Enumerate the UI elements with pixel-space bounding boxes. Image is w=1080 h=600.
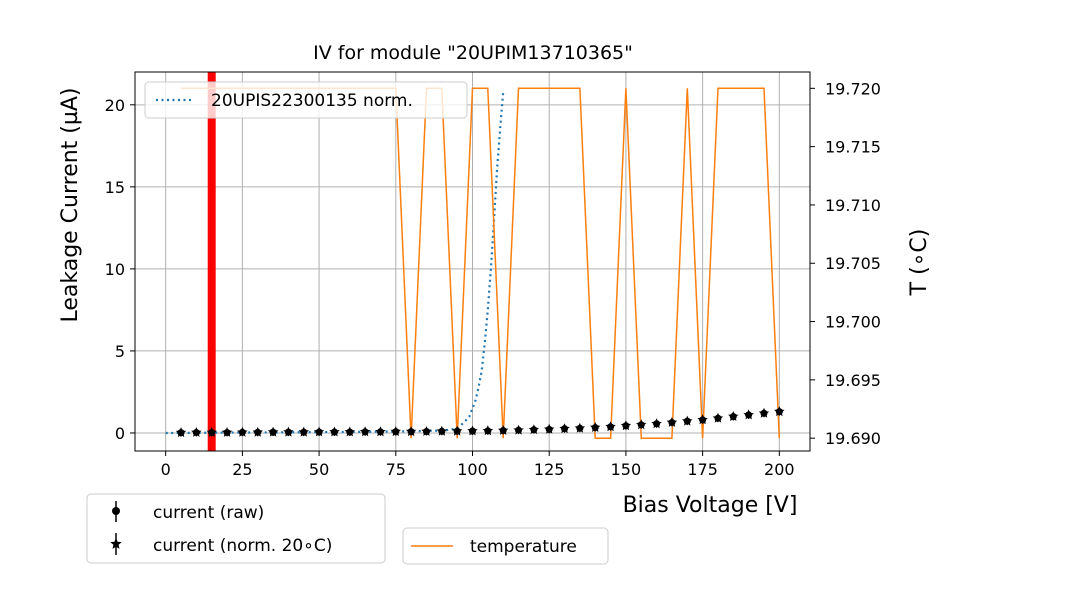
y-tick-label: 0 [115, 424, 125, 443]
y2-tick-label: 19.710 [825, 196, 881, 215]
current-norm-point [375, 426, 386, 437]
x-tick-label: 150 [611, 460, 642, 479]
current-norm-point [697, 414, 708, 425]
current-norm-point [605, 421, 616, 432]
legend-temperature-box [402, 527, 609, 565]
legend-raw-marker [112, 507, 120, 515]
y2-tick-label: 19.690 [825, 429, 881, 448]
current-norm-point [728, 411, 739, 421]
current-series [175, 406, 785, 438]
current-norm-point [237, 426, 248, 437]
current-norm-point [267, 426, 279, 437]
legend-temperature-label: temperature [470, 537, 577, 557]
y-axis-left: 0 5 10 15 20 [105, 96, 135, 443]
current-norm-point [344, 426, 355, 437]
y-tick-label: 15 [105, 178, 125, 197]
current-norm-point [436, 425, 447, 436]
current-norm-point [175, 427, 187, 438]
y-tick-label: 10 [105, 260, 125, 279]
x-tick-label: 0 [161, 460, 171, 479]
current-norm-point [421, 426, 432, 436]
y2-tick-label: 19.700 [825, 313, 881, 332]
left-axis-series [165, 72, 505, 451]
current-norm-point [651, 418, 662, 429]
legend-current: current (raw) current (norm. 20∘C) [86, 493, 386, 564]
current-norm-point [252, 426, 263, 437]
x-axis: 0 25 50 75 100 125 150 175 200 [161, 451, 795, 479]
current-norm-point [390, 426, 401, 437]
x-tick-label: 100 [457, 460, 488, 479]
x-tick-label: 125 [534, 460, 565, 479]
norm-reference-curve [165, 91, 505, 435]
current-norm-point [682, 415, 693, 426]
legend-current-box [86, 493, 386, 564]
current-norm-point [590, 422, 601, 432]
legend-norm-label: 20UPIS22300135 norm. [211, 91, 413, 111]
current-norm-point [451, 425, 463, 436]
current-norm-point [298, 426, 309, 437]
current-norm-point [743, 409, 754, 420]
y2-tick-label: 19.705 [825, 254, 881, 273]
current-norm-point [620, 420, 632, 431]
legend-temperature: temperature [402, 527, 609, 565]
x-tick-label: 75 [386, 460, 406, 479]
y-tick-label: 5 [115, 342, 125, 361]
y2-tick-label: 19.720 [825, 79, 881, 98]
legend-inner: 20UPIS22300135 norm. [144, 81, 468, 119]
current-norm-point [758, 407, 770, 418]
y2-tick-label: 19.715 [825, 138, 881, 157]
x-tick-label: 50 [309, 460, 329, 479]
y2-axis-label: T (∘C) [907, 229, 932, 297]
legend-inner-box [144, 81, 468, 119]
y-axis-label: Leakage Current (µA) [58, 87, 83, 322]
current-norm-point [666, 417, 678, 427]
current-norm-point [513, 424, 524, 435]
current-norm-point [313, 426, 325, 437]
current-norm-point [359, 426, 371, 437]
current-norm-point [559, 423, 570, 434]
legend-norm20-label: current (norm. 20∘C) [153, 536, 332, 556]
current-norm-point [498, 425, 509, 435]
chart-title: IV for module "20UPIM13710365" [313, 42, 633, 64]
x-tick-label: 200 [764, 460, 795, 479]
current-norm-point [329, 426, 340, 437]
x-tick-label: 175 [687, 460, 718, 479]
current-norm-point [221, 427, 233, 437]
current-norm-point [636, 419, 647, 430]
current-norm-point [482, 425, 494, 436]
current-norm-point [544, 423, 555, 434]
x-tick-label: 25 [232, 460, 252, 479]
current-norm-point [206, 427, 217, 437]
x-axis-label: Bias Voltage [V] [623, 493, 798, 518]
y-axis-right: 19.690 19.695 19.700 19.705 19.710 19.715 19.7… [810, 79, 881, 448]
y-tick-label: 20 [105, 96, 125, 115]
current-norm-point [774, 406, 785, 417]
current-norm-point [467, 425, 478, 436]
current-norm-point [712, 412, 724, 423]
current-norm-point [528, 424, 540, 435]
y2-tick-label: 19.695 [825, 371, 881, 390]
legend-raw-label: current (raw) [153, 503, 264, 523]
current-norm-point [191, 427, 202, 437]
current-norm-point [283, 426, 294, 437]
current-norm-point [574, 422, 586, 433]
legend-norm20-marker [110, 538, 122, 549]
current-norm-point [405, 426, 417, 437]
